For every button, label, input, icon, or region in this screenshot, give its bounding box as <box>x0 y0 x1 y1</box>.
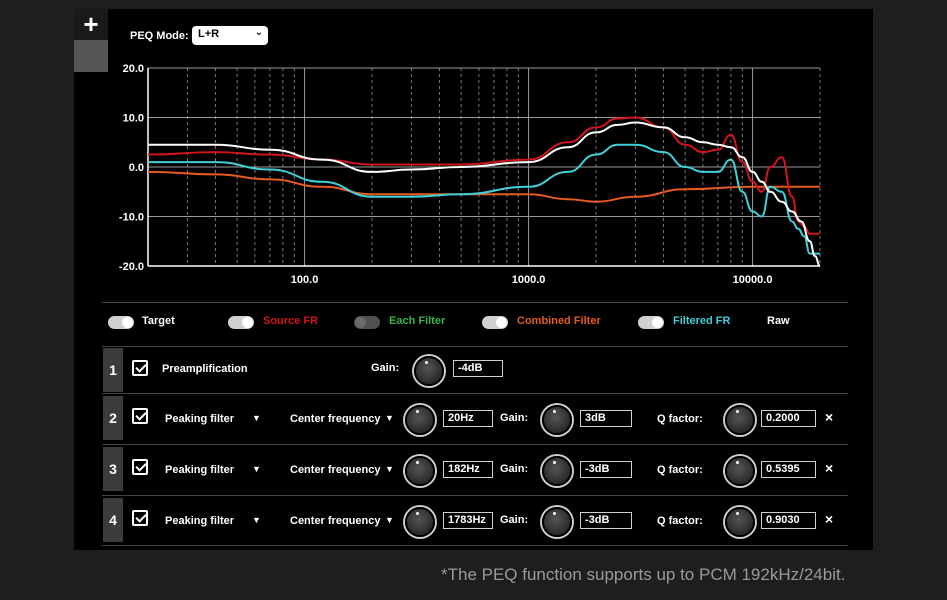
filter-checkbox[interactable] <box>132 408 148 424</box>
q-factor-knob[interactable] <box>725 456 755 486</box>
source-fr-toggle[interactable] <box>228 316 254 329</box>
caret-down-icon[interactable]: ▼ <box>252 515 261 525</box>
frequency-field[interactable]: 20Hz <box>443 410 493 427</box>
q-factor-field[interactable]: 0.2000 <box>761 410 816 427</box>
q-factor-knob[interactable] <box>725 405 755 435</box>
gain-label: Gain: <box>500 463 529 475</box>
divider <box>102 495 848 496</box>
row-index: 3 <box>103 447 123 491</box>
preamp-gain-field[interactable]: -4dB <box>453 360 503 377</box>
legend-target: Target <box>142 315 175 327</box>
chevron-down-icon: ⌄ <box>254 27 263 38</box>
x-tick-label: 10000.0 <box>733 274 773 286</box>
preamp-row: 1 Preamplification Gain: -4dB <box>103 346 847 394</box>
frequency-field[interactable]: 1783Hz <box>443 512 493 529</box>
preamp-label: Preamplification <box>162 363 248 375</box>
filter-type[interactable]: Peaking filter <box>165 464 235 476</box>
preamp-checkbox[interactable] <box>132 360 148 376</box>
close-icon[interactable]: × <box>825 511 834 527</box>
q-factor-field[interactable]: 0.5395 <box>761 461 816 478</box>
frequency-field[interactable]: 182Hz <box>443 461 493 478</box>
center-frequency-label: Center frequency <box>290 515 381 527</box>
frequency-knob[interactable] <box>405 405 435 435</box>
gain-label: Gain: <box>500 412 529 424</box>
divider <box>102 346 848 347</box>
divider <box>102 302 848 303</box>
filter-row: 4 Peaking filter ▼ Center frequency ▼ 17… <box>103 496 847 544</box>
series-filtered-fr <box>148 143 820 255</box>
x-tick-label: 1000.0 <box>512 274 546 286</box>
legend-each-filter: Each Filter <box>389 315 446 327</box>
q-factor-label: Q factor: <box>657 413 703 425</box>
filter-row: 3 Peaking filter ▼ Center frequency ▼ 18… <box>103 445 847 493</box>
gain-field[interactable]: -3dB <box>580 461 632 478</box>
legend-raw[interactable]: Raw <box>767 315 790 327</box>
legend-filtered-fr: Filtered FR <box>673 315 731 327</box>
series-source-fr <box>147 116 820 235</box>
gain-label: Gain: <box>500 514 529 526</box>
each-filter-toggle[interactable] <box>354 316 380 329</box>
frequency-response-chart: 20.0 10.0 0.0 -10.0 -20.0 100.0 1000.0 10000.0 <box>119 63 821 286</box>
series-combined-filter <box>147 170 820 203</box>
q-factor-label: Q factor: <box>657 464 703 476</box>
peq-mode-value: L+R <box>198 28 220 40</box>
target-toggle[interactable] <box>108 316 134 329</box>
preamp-gain-knob[interactable] <box>414 356 444 386</box>
divider <box>102 444 848 445</box>
row-index: 4 <box>103 498 123 542</box>
frequency-knob[interactable] <box>405 456 435 486</box>
q-factor-knob[interactable] <box>725 507 755 537</box>
filter-type[interactable]: Peaking filter <box>165 413 235 425</box>
close-icon[interactable]: × <box>825 409 834 425</box>
gain-knob[interactable] <box>542 405 572 435</box>
filter-row: 2 Peaking filter ▼ Center frequency ▼ 20… <box>103 394 847 442</box>
caret-down-icon[interactable]: ▼ <box>252 413 261 423</box>
q-factor-label: Q factor: <box>657 515 703 527</box>
q-factor-field[interactable]: 0.9030 <box>761 512 816 529</box>
close-icon[interactable]: × <box>825 460 834 476</box>
caret-down-icon[interactable]: ▼ <box>385 515 394 525</box>
x-tick-label: 100.0 <box>291 274 319 286</box>
y-tick-label: 20.0 <box>123 63 144 75</box>
gain-knob[interactable] <box>542 456 572 486</box>
filtered-fr-toggle[interactable] <box>638 316 664 329</box>
legend-combined-filter: Combined Filter <box>517 315 601 327</box>
peq-mode-label: PEQ Mode: <box>130 30 189 42</box>
peq-mode-select[interactable]: L+R ⌄ <box>192 26 268 45</box>
caret-down-icon[interactable]: ▼ <box>385 464 394 474</box>
caret-down-icon[interactable]: ▼ <box>252 464 261 474</box>
add-button[interactable]: + <box>83 8 99 39</box>
legend-source-fr: Source FR <box>263 315 319 327</box>
y-tick-label: 0.0 <box>129 162 144 174</box>
preamp-gain-label: Gain: <box>371 362 400 374</box>
y-tick-label: 10.0 <box>123 113 144 125</box>
gain-knob[interactable] <box>542 507 572 537</box>
side-toolbar: + <box>74 9 108 72</box>
filter-type[interactable]: Peaking filter <box>165 515 235 527</box>
side-tab[interactable] <box>74 40 108 72</box>
combined-filter-toggle[interactable] <box>482 316 508 329</box>
filter-checkbox[interactable] <box>132 459 148 475</box>
row-index: 1 <box>103 348 123 392</box>
center-frequency-label: Center frequency <box>290 413 381 425</box>
footnote: *The PEQ function supports up to PCM 192… <box>441 565 846 584</box>
peq-panel: + PEQ Mode: L+R ⌄ 20.0 10.0 0.0 -10.0 -20.0 1… <box>74 9 873 550</box>
gain-field[interactable]: -3dB <box>580 512 632 529</box>
divider <box>102 545 848 546</box>
y-tick-label: -10.0 <box>119 212 144 224</box>
frequency-knob[interactable] <box>405 507 435 537</box>
divider <box>102 393 848 394</box>
series-target <box>148 121 821 267</box>
y-tick-label: -20.0 <box>119 261 144 273</box>
row-index: 2 <box>103 396 123 440</box>
filter-checkbox[interactable] <box>132 510 148 526</box>
gain-field[interactable]: 3dB <box>580 410 632 427</box>
caret-down-icon[interactable]: ▼ <box>385 413 394 423</box>
center-frequency-label: Center frequency <box>290 464 381 476</box>
